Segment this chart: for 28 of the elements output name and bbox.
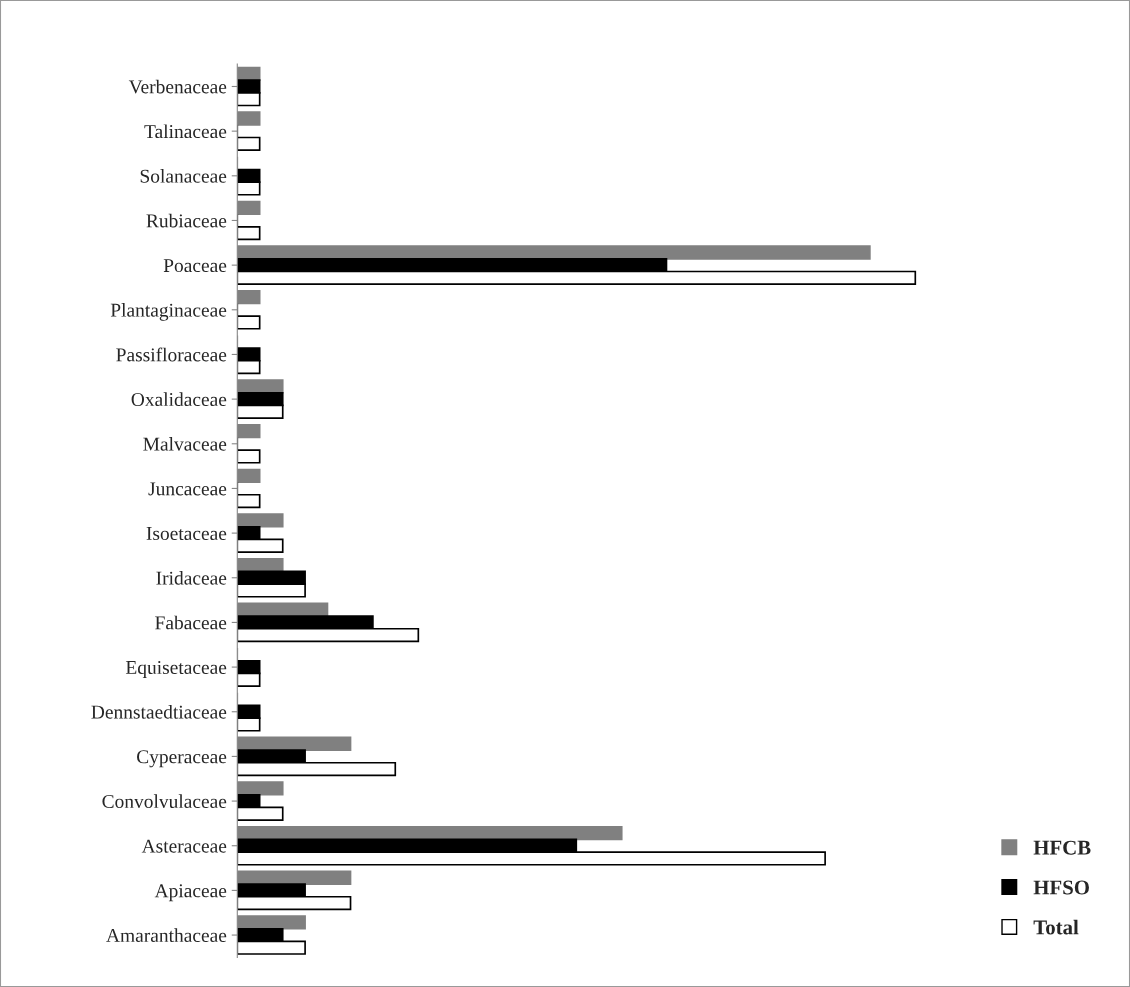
y-tick-label: Dennstaedtiaceae <box>91 705 227 719</box>
legend-label: HFSO <box>1033 880 1089 895</box>
y-tick-label: Talinaceae <box>144 124 227 139</box>
bar <box>237 136 261 151</box>
y-tick-label: Malvaceae <box>143 437 227 451</box>
y-tick-label: Verbenaceae <box>128 79 227 94</box>
y-tick-label: Rubiaceae <box>146 213 227 228</box>
y-tick-label: Solanaceae <box>140 169 227 183</box>
bar <box>237 449 261 464</box>
y-tick-label: Plantaginaceae <box>110 303 227 321</box>
y-tick-label: Equisetaceae <box>125 660 227 678</box>
y-tick-label: Passifloraceae <box>116 347 227 362</box>
bar <box>237 315 261 330</box>
legend-label: HFCB <box>1033 840 1091 855</box>
y-tick-label: Convolvulaceae <box>102 794 227 809</box>
bar <box>237 493 261 509</box>
y-tick-label: Isoetaceae <box>146 527 227 541</box>
legend-label: Total <box>1033 919 1079 935</box>
y-tick-label: Apiaceae <box>154 884 227 902</box>
y-tick-label: Oxalidaceae <box>131 392 227 407</box>
y-tick-label: Amaranthaceae <box>106 928 227 942</box>
y-tick-label: Asteraceae <box>141 839 227 853</box>
y-tick-label: Cyperaceae <box>137 750 227 768</box>
y-tick-label: Poaceae <box>163 259 227 273</box>
y-tick-label: Juncaceae <box>148 482 227 496</box>
y-tick-label: Iridaceae <box>156 571 227 585</box>
y-tick-label: Fabaceae <box>155 615 227 630</box>
bar <box>237 225 261 241</box>
